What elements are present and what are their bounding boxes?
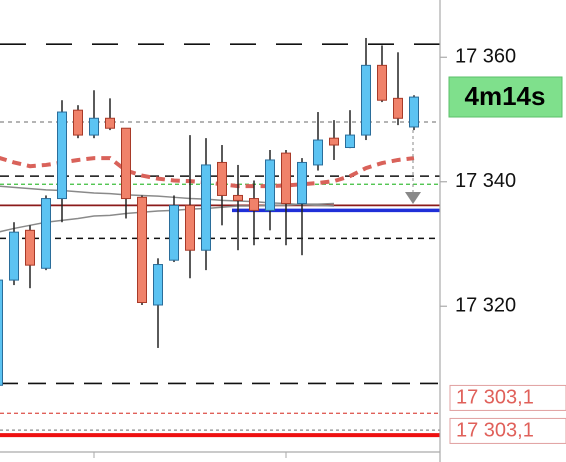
candle-body [265,159,275,211]
price-label-box [449,417,566,444]
y-tick-label: 17 320 [455,295,516,317]
candle-body [185,204,195,251]
candle-body [329,137,339,146]
candle-body [153,264,163,306]
candle-body [9,231,19,281]
candle-body [25,229,35,266]
candle-body [281,152,291,205]
plot-area [0,37,440,438]
candle-body [313,139,323,166]
candle-body [57,111,67,200]
candle-body [345,134,355,149]
candle-body [377,64,387,101]
candle-body [297,161,307,205]
candle-body [41,198,51,269]
candle-body [361,64,371,136]
candle-body [249,198,259,211]
candle-body [217,161,227,196]
candle-body [0,279,3,386]
candle-body [105,117,115,129]
candle-body [137,196,147,304]
y-tick-label: 17 340 [455,170,516,192]
candle-body [201,164,211,251]
candle-body [409,96,419,128]
countdown-box [448,76,563,118]
candle-body [169,204,179,261]
price-label: 17 303,1 [456,420,534,442]
price-label-box [449,384,566,411]
candle-body [89,117,99,136]
overlay-line [0,185,335,207]
overlay-line [0,202,335,233]
candle-body [233,194,243,201]
arrow-marker [405,192,421,204]
price-label: 17 303,1 [456,387,534,409]
candle-body [73,109,83,136]
candle-body [393,97,403,119]
candle-body [121,127,131,200]
y-tick-label: 17 360 [455,46,516,68]
countdown: 4m14s [465,81,546,111]
